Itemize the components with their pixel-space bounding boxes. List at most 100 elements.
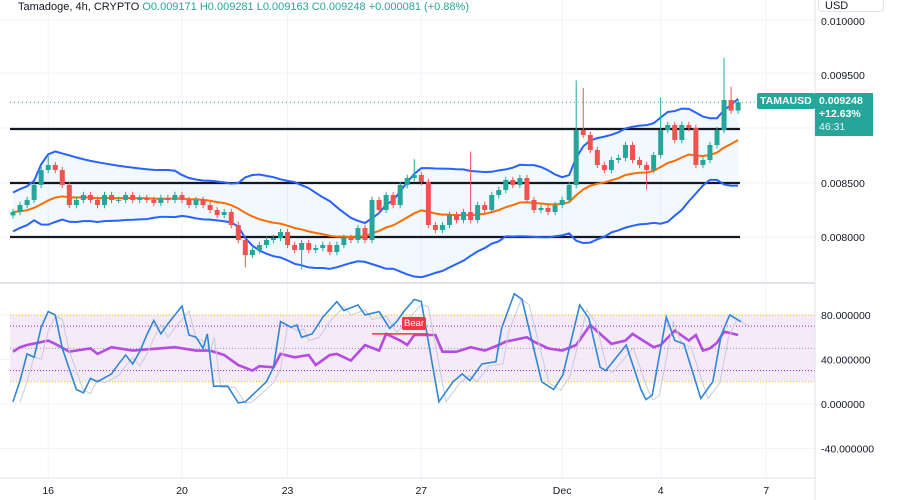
candle xyxy=(489,191,495,214)
candle-body xyxy=(355,228,361,241)
candle xyxy=(263,236,269,249)
candle-body xyxy=(390,194,396,206)
oscillator-pane[interactable] xyxy=(10,292,815,404)
candle xyxy=(242,236,248,268)
candle-body xyxy=(369,199,375,241)
candle xyxy=(728,86,734,114)
candle xyxy=(10,208,16,219)
candle-body xyxy=(38,170,44,185)
candle-body xyxy=(510,179,516,185)
candle xyxy=(123,191,129,204)
candle-body xyxy=(608,159,614,171)
candle-body xyxy=(538,207,544,210)
last-price-box: 0.009248 +12.63% 46:31 xyxy=(815,93,873,136)
candle-body xyxy=(665,125,671,130)
oscillator-axis-label: 40.000000 xyxy=(821,354,871,366)
bollinger-lower xyxy=(12,178,739,279)
candle xyxy=(461,208,467,224)
candle xyxy=(235,221,241,244)
candle xyxy=(221,208,227,219)
candle-body xyxy=(693,128,699,165)
candle-body xyxy=(137,198,143,200)
currency-button[interactable]: USD xyxy=(818,0,884,12)
candle-body xyxy=(468,211,474,221)
candle-body xyxy=(707,144,713,160)
candle xyxy=(151,196,157,207)
candle xyxy=(538,204,544,214)
candle-body xyxy=(17,205,23,212)
candle-body xyxy=(256,244,262,250)
candle-body xyxy=(200,199,206,206)
candle-body xyxy=(679,125,685,141)
time-axis-label: 16 xyxy=(42,485,54,497)
candle xyxy=(172,191,178,204)
time-axis-label: 20 xyxy=(176,485,188,497)
candle xyxy=(721,57,727,134)
candle xyxy=(214,206,220,219)
candle xyxy=(545,204,551,216)
candle xyxy=(116,196,122,204)
time-axis-label: 7 xyxy=(763,485,769,497)
candle xyxy=(601,161,607,174)
candle xyxy=(193,196,199,209)
last-price: 0.009248 xyxy=(819,95,863,107)
candle xyxy=(200,196,206,209)
candle-body xyxy=(348,237,354,241)
candle xyxy=(362,224,368,244)
candle-body xyxy=(242,240,248,256)
candle-body xyxy=(714,129,720,145)
candle-body xyxy=(397,184,403,206)
candle-body xyxy=(158,198,164,203)
candle-body xyxy=(454,214,460,221)
candle xyxy=(59,166,65,189)
candle-body xyxy=(228,211,234,226)
candle xyxy=(102,191,108,209)
candle xyxy=(52,161,58,174)
candle-body xyxy=(573,129,579,185)
candle xyxy=(411,159,417,182)
candle xyxy=(573,80,579,189)
candle xyxy=(94,196,100,209)
candle xyxy=(665,121,671,134)
candle xyxy=(130,191,136,204)
candle xyxy=(630,141,636,164)
oscillator-axis-label: 80.000000 xyxy=(821,310,871,322)
candle xyxy=(87,191,93,204)
candle xyxy=(531,196,537,214)
candle xyxy=(334,241,340,256)
candle-body xyxy=(144,198,150,200)
candle-body xyxy=(59,170,65,185)
candle xyxy=(228,208,234,229)
candle xyxy=(432,221,438,234)
candle-body xyxy=(686,125,692,129)
candle xyxy=(672,121,678,144)
candle-body xyxy=(362,228,368,241)
time-axis-label: 23 xyxy=(282,485,294,497)
candle-body xyxy=(221,211,227,215)
price-pane[interactable] xyxy=(10,57,757,279)
price-axis-label: 0.010000 xyxy=(821,16,865,28)
candle xyxy=(615,154,621,164)
candle-body xyxy=(411,175,417,179)
candle xyxy=(594,146,600,169)
change-value: +0.000081 (+0.88%) xyxy=(368,1,469,13)
bear-divergence-label: Bear xyxy=(402,317,427,330)
candle-body xyxy=(341,237,347,245)
candle-body xyxy=(52,164,58,171)
candle-body xyxy=(531,199,537,210)
price-axis-label: 0.008000 xyxy=(821,232,865,244)
candle-body xyxy=(552,205,558,212)
candle xyxy=(404,174,410,189)
candle-body xyxy=(278,232,284,238)
low-value: L0.009163 xyxy=(256,1,309,13)
candle-body xyxy=(87,194,93,200)
time-axis-label: Dec xyxy=(553,485,572,497)
candle xyxy=(707,141,713,164)
candle-body xyxy=(376,199,382,210)
candle xyxy=(496,186,502,199)
candle-body xyxy=(193,199,199,206)
candle-body xyxy=(404,178,410,185)
rsi-line xyxy=(12,323,739,373)
candle-body xyxy=(439,225,445,230)
